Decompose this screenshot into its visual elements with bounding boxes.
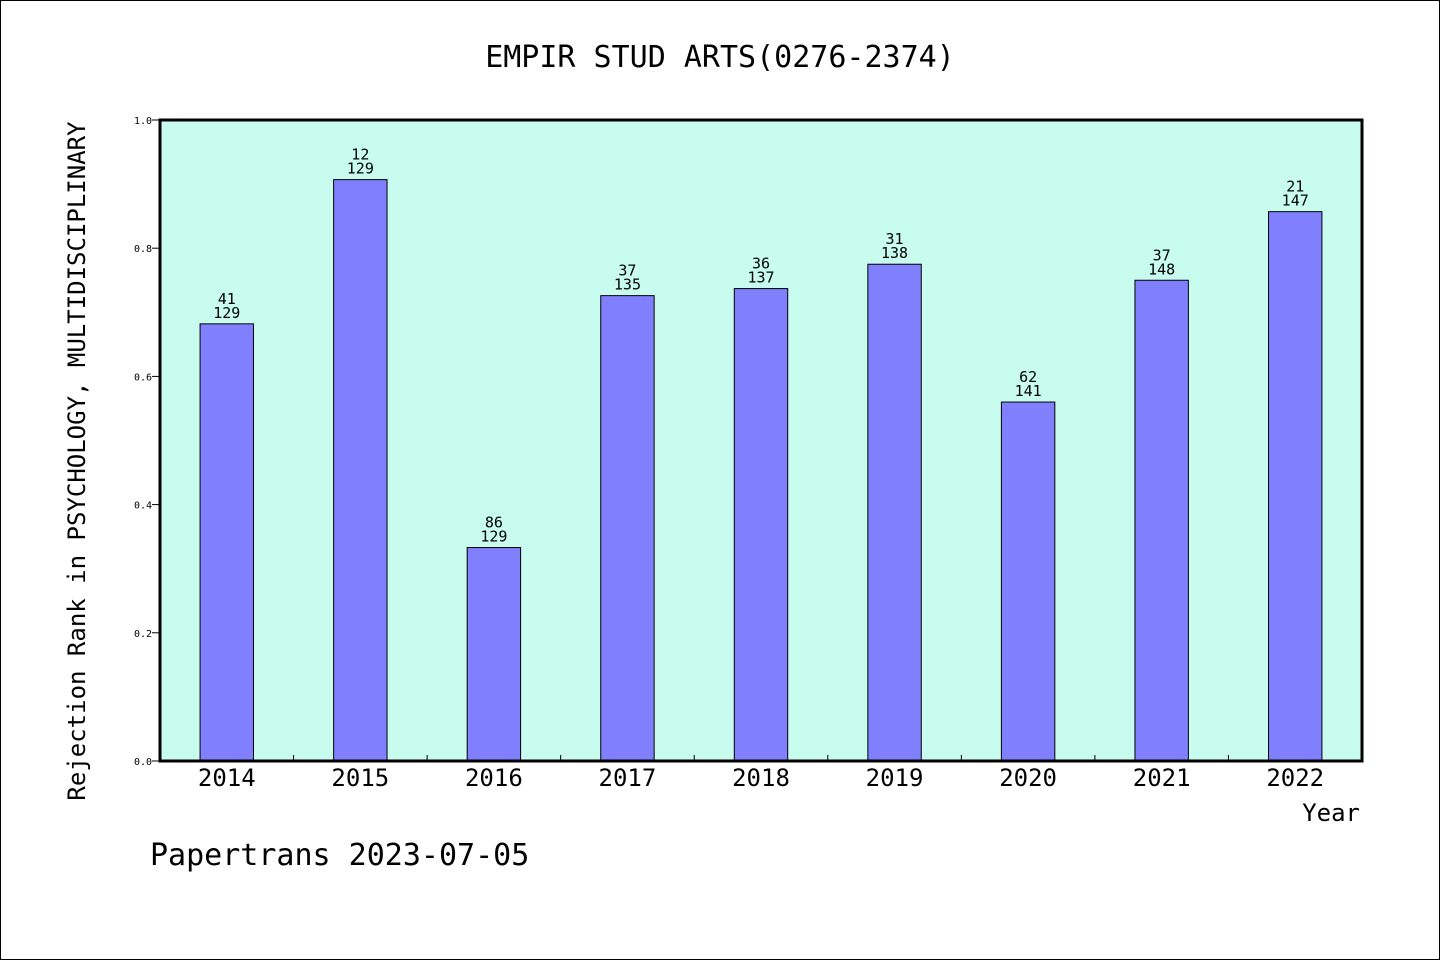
- y-tick-label: 0.0: [134, 757, 152, 768]
- bar-total-label-2022: 147: [1282, 192, 1309, 210]
- y-tick-label: 0.4: [134, 501, 152, 512]
- bar-total-label-2016: 129: [480, 528, 507, 546]
- x-tick-label-2020: 2020: [999, 764, 1057, 792]
- bars-group: [199, 179, 1323, 762]
- bar-rank-label-2019: 31: [886, 230, 904, 248]
- bar-rank-label-2017: 37: [618, 262, 636, 280]
- x-tick-label-2021: 2021: [1133, 764, 1191, 792]
- bar-total-label-2018: 137: [747, 269, 774, 287]
- bar-rank-label-2016: 86: [485, 514, 503, 532]
- bar-2015: [333, 179, 388, 762]
- y-axis-label: Rejection Rank in PSYCHOLOGY, MULTIDISCI…: [63, 121, 91, 801]
- x-tick-label-2016: 2016: [465, 764, 523, 792]
- bar-rank-label-2015: 12: [351, 146, 369, 164]
- bar-rank-label-2020: 62: [1019, 368, 1037, 386]
- chart-title: EMPIR STUD ARTS(0276-2374): [485, 40, 955, 75]
- footer-credit: Papertrans 2023-07-05: [150, 838, 529, 873]
- bar-total-label-2017: 135: [614, 276, 641, 294]
- bar-total-label-2019: 138: [881, 244, 908, 262]
- bar-rank-label-2014: 41: [218, 290, 236, 308]
- bar-2017: [600, 295, 655, 762]
- bar-rank-label-2022: 21: [1286, 178, 1304, 196]
- x-axis-label: Year: [1302, 799, 1360, 827]
- y-tick-label: 0.2: [134, 629, 152, 640]
- y-ticks-group: 0.0 0.2 0.4 0.6 0.8 1.0: [134, 116, 160, 768]
- bar-total-label-2021: 148: [1148, 260, 1175, 278]
- y-tick-label: 1.0: [134, 116, 152, 127]
- x-tick-label-2017: 2017: [599, 764, 657, 792]
- bar-rank-label-2018: 36: [752, 255, 770, 273]
- y-tick-label: 0.6: [134, 372, 152, 383]
- bar-2016: [466, 547, 522, 762]
- bar-2022: [1268, 211, 1323, 762]
- bar-total-label-2014: 129: [213, 304, 240, 322]
- bar-2021: [1134, 279, 1189, 762]
- bar-total-label-2015: 129: [347, 160, 374, 178]
- y-tick-label: 0.8: [134, 244, 152, 255]
- bar-total-label-2020: 141: [1015, 382, 1042, 400]
- bar-2019: [867, 263, 922, 762]
- bar-2014: [199, 323, 254, 762]
- x-tick-label-2015: 2015: [331, 764, 389, 792]
- plot-border: [158, 118, 1364, 763]
- x-tick-label-2019: 2019: [866, 764, 924, 792]
- x-tick-label-2018: 2018: [732, 764, 790, 792]
- x-tick-label-2014: 2014: [198, 764, 256, 792]
- x-ticks-group: 2014 2015 2016 2017 2018 2019 2020 2021 2022: [198, 755, 1324, 792]
- x-tick-label-2022: 2022: [1266, 764, 1324, 792]
- bar-2020: [1000, 401, 1056, 762]
- bar-rank-label-2021: 37: [1153, 246, 1171, 264]
- bar-2018: [733, 288, 789, 762]
- bar-labels-group: 4112912129861293713536137311386214137148…: [213, 146, 1309, 546]
